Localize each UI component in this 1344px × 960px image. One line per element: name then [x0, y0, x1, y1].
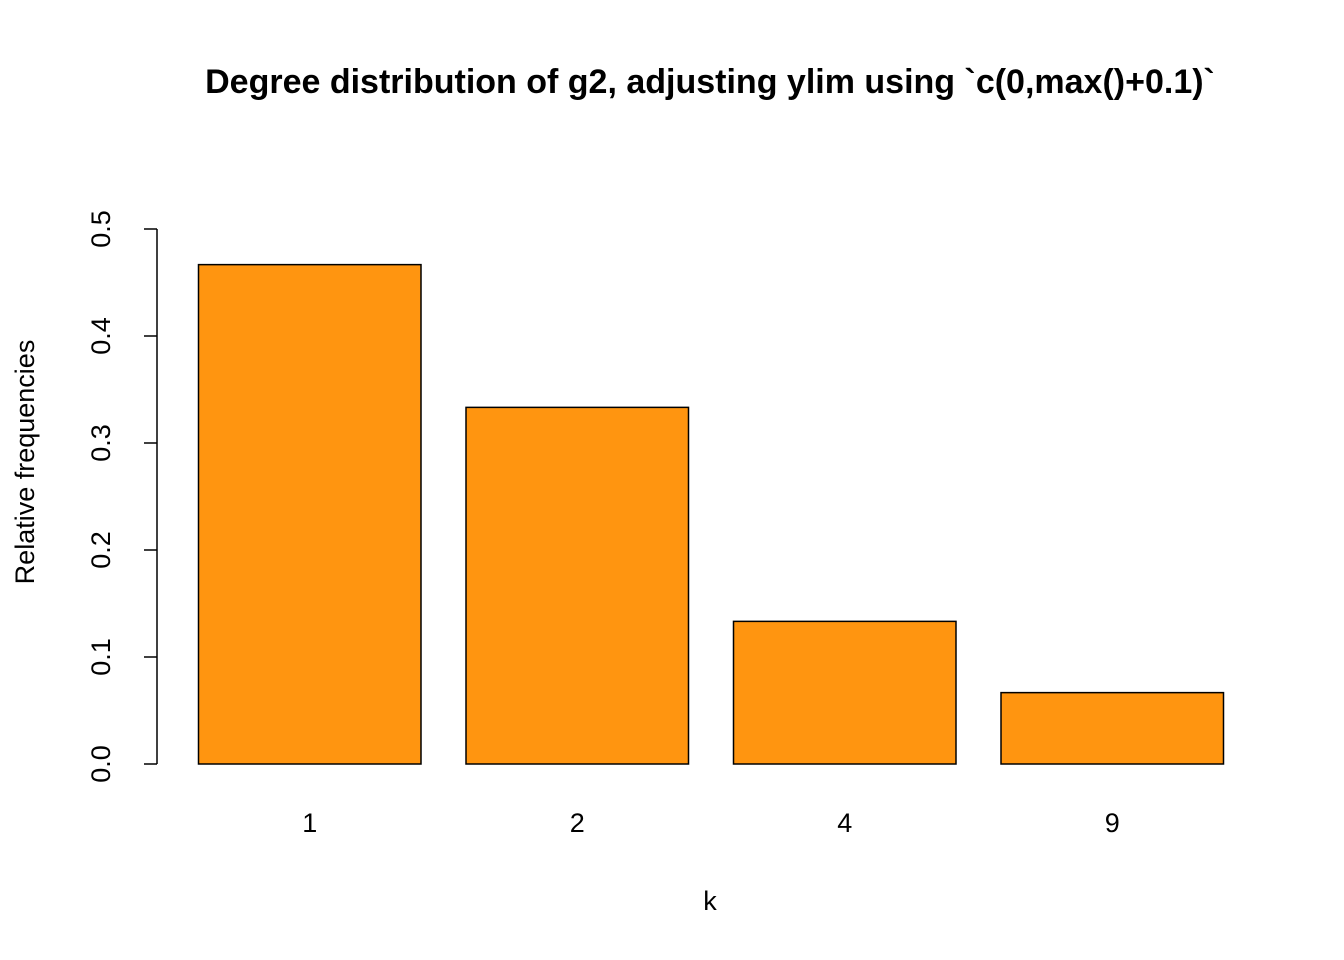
- x-tick-label: 1: [302, 808, 317, 838]
- x-tick-label: 2: [570, 808, 585, 838]
- bar: [465, 406, 690, 765]
- y-tick-label: 0.0: [86, 745, 116, 783]
- y-tick-label: 0.1: [86, 638, 116, 676]
- bar: [1000, 691, 1225, 765]
- y-tick-label: 0.3: [86, 424, 116, 462]
- y-axis: 0.0 0.1 0.2 0.3 0.4 0.5: [86, 210, 158, 783]
- bar: [732, 620, 957, 765]
- y-axis-label: Relative frequencies: [10, 340, 40, 585]
- chart-title: Degree distribution of g2, adjusting yli…: [205, 63, 1215, 101]
- x-tick-labels: 1 2 4 9: [302, 808, 1120, 838]
- y-tick-label: 0.5: [86, 210, 116, 248]
- y-tick-label: 0.2: [86, 531, 116, 569]
- x-tick-label: 4: [837, 808, 852, 838]
- x-tick-label: 9: [1105, 808, 1120, 838]
- bar: [197, 263, 422, 765]
- y-tick-label: 0.4: [86, 317, 116, 355]
- x-axis-label: k: [703, 886, 717, 916]
- bars: [197, 263, 1225, 765]
